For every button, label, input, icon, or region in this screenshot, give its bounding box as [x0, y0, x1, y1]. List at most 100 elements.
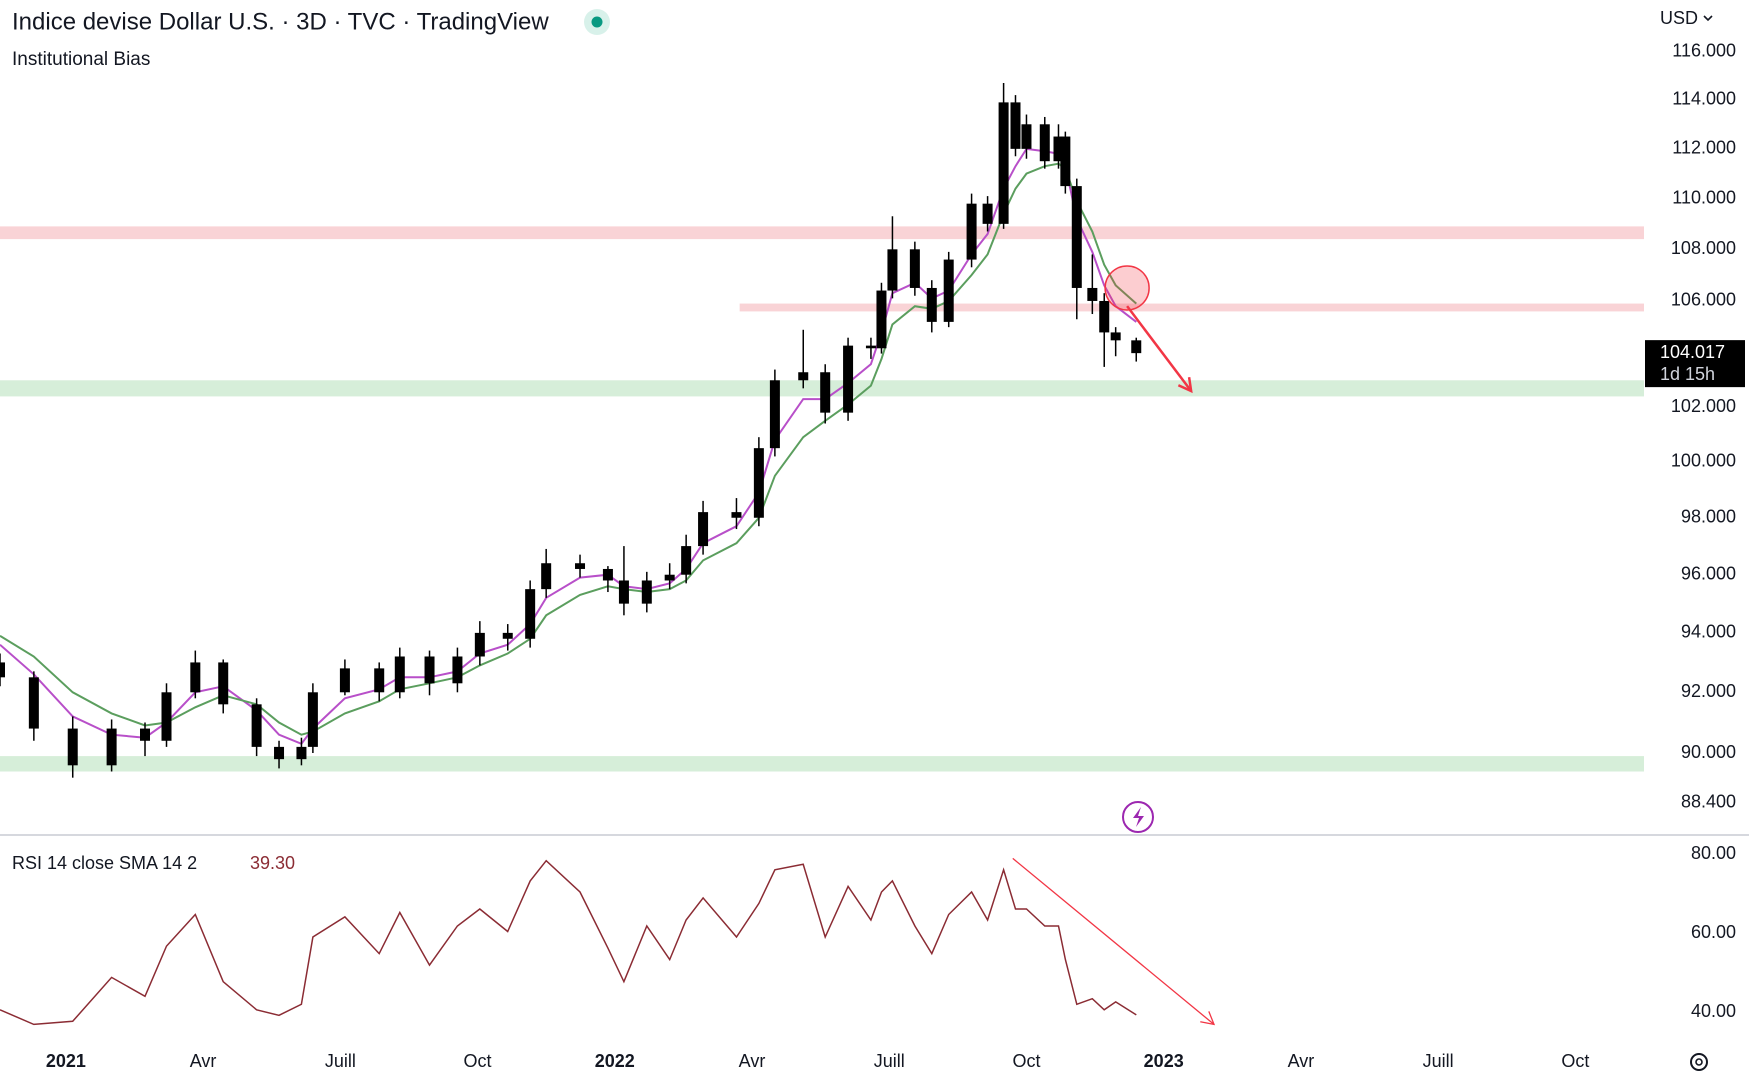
candle-body	[982, 203, 993, 224]
candle-body	[1071, 186, 1082, 288]
candle-body	[681, 546, 692, 575]
candle-body	[998, 102, 1009, 224]
y-tick-label: 92.000	[1681, 681, 1736, 701]
candle-body	[798, 372, 809, 381]
currency-chevron[interactable]	[1703, 15, 1713, 22]
candle-body	[820, 372, 831, 413]
candle-body	[966, 203, 977, 260]
candle-body	[731, 512, 742, 518]
candle-body	[1110, 332, 1121, 341]
candle-body	[452, 656, 463, 684]
alert-bolt[interactable]	[1133, 807, 1144, 827]
candles	[0, 83, 1142, 778]
alert-icon[interactable]	[1122, 801, 1154, 833]
candle-body	[664, 574, 675, 581]
last-price-box	[1645, 340, 1745, 388]
zone	[0, 226, 1644, 240]
chart-subtitle: Institutional Bias	[12, 49, 150, 70]
y-tick-label: 100.000	[1671, 451, 1736, 471]
x-tick-label: Oct	[464, 1051, 492, 1071]
candle-body	[641, 580, 652, 604]
y-tick-label: 110.000	[1672, 187, 1736, 207]
candle-body	[140, 728, 151, 741]
candle-body	[541, 563, 552, 590]
y-tick-label: 112.000	[1672, 138, 1736, 158]
candle-body	[1053, 136, 1064, 162]
candle-body	[1060, 136, 1071, 187]
candle-body	[374, 668, 385, 693]
y-tick-label: 94.000	[1681, 622, 1736, 642]
candle-body	[1021, 124, 1032, 149]
x-tick-label: 2022	[595, 1051, 635, 1071]
x-tick-label: Oct	[1561, 1051, 1589, 1071]
annotations	[1012, 265, 1216, 1026]
candle-body	[251, 704, 262, 747]
y-tick-label: 90.000	[1681, 742, 1736, 762]
candle-body	[218, 662, 229, 705]
y-tick-label: 60.00	[1691, 922, 1736, 942]
candle-body	[1131, 340, 1142, 354]
x-tick-label: Juill	[1423, 1051, 1454, 1071]
candle-body	[339, 668, 350, 693]
x-tick-label: Juill	[874, 1051, 905, 1071]
candle-body	[296, 746, 307, 760]
candle-body	[698, 512, 709, 547]
y-tick-label: 96.000	[1681, 563, 1736, 583]
candle-body	[67, 728, 78, 766]
settings-icon[interactable]	[1690, 1053, 1708, 1071]
x-tick-label: Juill	[325, 1051, 356, 1071]
x-tick-label: Avr	[190, 1051, 217, 1071]
highlight-circle	[1104, 265, 1150, 311]
candle-body	[753, 448, 764, 518]
trend-arrow	[1012, 857, 1215, 1025]
x-tick-label: Oct	[1012, 1051, 1040, 1071]
x-tick-label: 2023	[1144, 1051, 1184, 1071]
candle-body	[943, 259, 954, 322]
candle-body	[1039, 124, 1050, 162]
rsi-last-value: 39.30	[250, 853, 295, 873]
x-tick-label: 2021	[46, 1051, 86, 1071]
candle-body	[865, 345, 876, 349]
settings-hub[interactable]	[1695, 1058, 1703, 1066]
y-tick-label: 102.000	[1671, 396, 1736, 416]
candle-body	[161, 692, 172, 741]
y-tick-label: 88.400	[1681, 791, 1736, 811]
candle-body	[502, 632, 513, 639]
candle-body	[1099, 300, 1110, 333]
chart-title: Indice devise Dollar U.S. · 3D · TVC · T…	[12, 8, 549, 35]
countdown-label: 1d 15h	[1660, 364, 1715, 384]
trend-arrow	[1126, 305, 1193, 392]
arrow-head	[1200, 1011, 1216, 1026]
candle-body	[876, 290, 887, 349]
y-tick-label: 106.000	[1671, 290, 1736, 310]
currency-selector[interactable]: USD	[1660, 8, 1698, 28]
candle-body	[1010, 102, 1021, 149]
candle-body	[0, 662, 5, 678]
y-tick-label: 114.000	[1672, 89, 1736, 109]
last-price-label: 104.017	[1660, 342, 1725, 362]
x-tick-label: Avr	[739, 1051, 766, 1071]
candle-body	[843, 345, 854, 413]
settings-ring[interactable]	[1690, 1053, 1708, 1071]
candle-body	[887, 249, 898, 291]
candle-body	[28, 677, 39, 729]
candle-body	[274, 746, 285, 760]
candle-body	[926, 287, 937, 322]
candle-body	[525, 589, 536, 639]
y-tick-label: 108.000	[1671, 238, 1736, 258]
candle-body	[602, 568, 613, 581]
candle-body	[394, 656, 405, 693]
zone	[739, 303, 1644, 312]
candle-body	[1087, 287, 1098, 301]
y-tick-label: 98.000	[1681, 507, 1736, 527]
candle-body	[909, 249, 920, 288]
status-dot[interactable]	[591, 16, 603, 28]
candle-body	[106, 728, 117, 766]
candle-body	[424, 656, 435, 684]
candle-body	[575, 563, 586, 569]
zone	[0, 756, 1644, 772]
candle-body	[769, 380, 780, 449]
